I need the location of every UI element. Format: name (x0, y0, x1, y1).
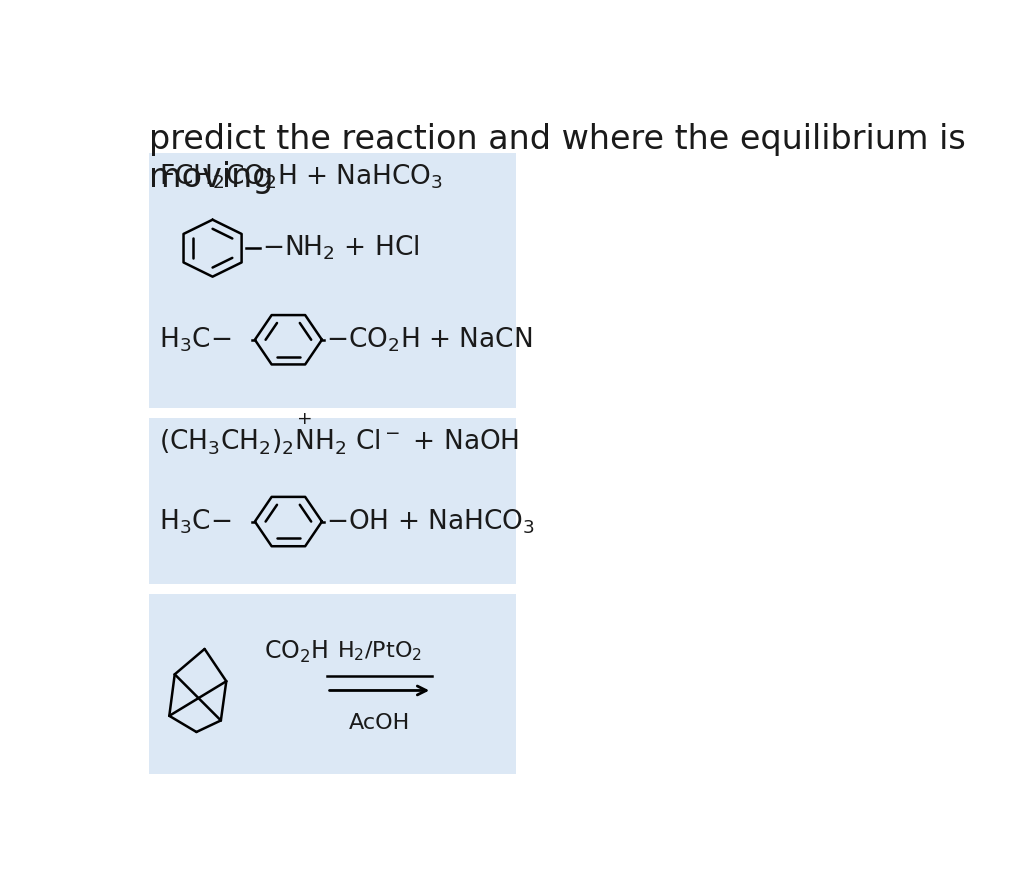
Text: AcOH: AcOH (349, 713, 410, 733)
FancyBboxPatch shape (148, 153, 516, 408)
Text: H$_3$C$-$: H$_3$C$-$ (159, 507, 232, 536)
Text: $\mathdefault{-}$CO$_2$H + NaCN: $\mathdefault{-}$CO$_2$H + NaCN (325, 325, 533, 354)
FancyBboxPatch shape (148, 594, 516, 774)
Text: (CH$_3$CH$_2$)$_2$$\overset{+}{\mathrm{N}}$H$_2$ Cl$^-$ + NaOH: (CH$_3$CH$_2$)$_2$$\overset{+}{\mathrm{N… (159, 412, 519, 457)
Text: H$_3$C$-$: H$_3$C$-$ (159, 325, 232, 354)
Text: H$_2$/PtO$_2$: H$_2$/PtO$_2$ (337, 640, 422, 663)
Text: $\mathdefault{-}$NH$_2$ + HCl: $\mathdefault{-}$NH$_2$ + HCl (262, 234, 419, 263)
Text: FCH$_2$CO$_2$H + NaHCO$_3$: FCH$_2$CO$_2$H + NaHCO$_3$ (159, 163, 443, 191)
Text: CO$_2$H: CO$_2$H (265, 639, 329, 665)
Text: predict the reaction and where the equilibrium is
moving: predict the reaction and where the equil… (148, 122, 965, 194)
FancyBboxPatch shape (148, 418, 516, 584)
Text: $\mathdefault{-}$OH + NaHCO$_3$: $\mathdefault{-}$OH + NaHCO$_3$ (325, 507, 535, 536)
